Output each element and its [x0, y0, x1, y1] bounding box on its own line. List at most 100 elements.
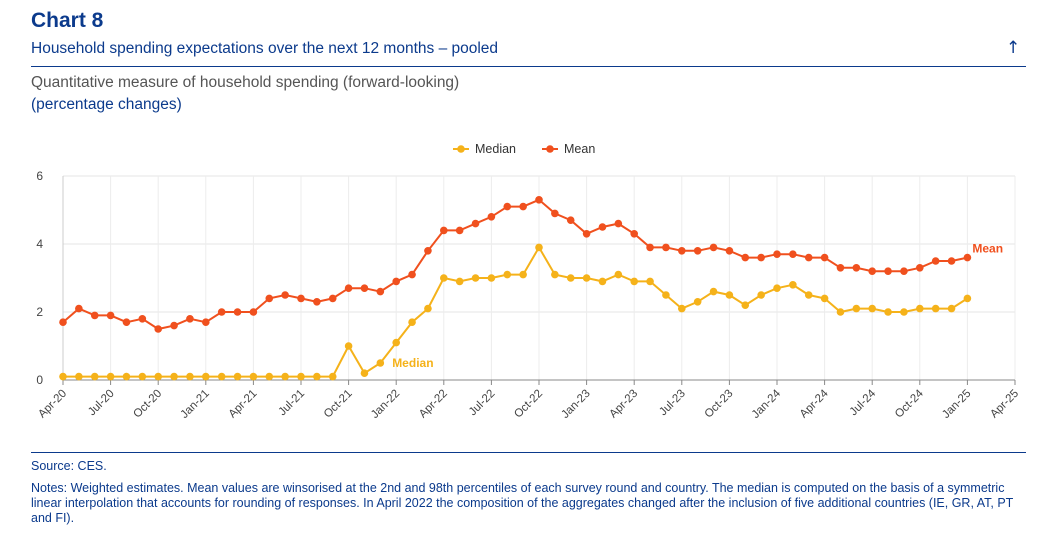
y-tick-label: 2	[36, 305, 43, 319]
data-point-mean	[566, 216, 575, 224]
data-point-mean	[138, 315, 147, 323]
data-point-median	[725, 291, 734, 299]
data-point-median	[963, 294, 972, 303]
x-tick-label: Apr-20	[36, 388, 69, 421]
data-point-median	[836, 308, 845, 316]
x-tick-label: Jul-21	[276, 388, 307, 419]
data-point-mean	[551, 209, 559, 218]
data-point-median	[424, 304, 432, 313]
data-point-mean	[471, 219, 480, 228]
x-tick-label: Oct-23	[703, 388, 736, 421]
data-point-mean	[900, 267, 908, 275]
data-point-mean	[297, 294, 305, 303]
data-point-median	[170, 372, 178, 381]
data-point-mean	[408, 270, 416, 279]
data-point-mean	[217, 308, 226, 316]
data-point-median	[693, 298, 702, 306]
title-divider	[31, 66, 1026, 67]
x-tick-label: Jan-22	[369, 388, 402, 421]
legend-label-median: Median	[475, 142, 516, 156]
data-point-median	[154, 372, 162, 381]
data-point-median	[440, 274, 448, 282]
data-point-median	[931, 304, 940, 313]
data-point-mean	[328, 294, 337, 303]
data-point-median	[408, 318, 416, 326]
notes-text: Notes: Weighted estimates. Mean values a…	[31, 481, 1014, 525]
source-note: Source: CES.	[31, 459, 107, 473]
data-point-mean	[630, 230, 638, 238]
data-point-median	[297, 372, 305, 381]
footer-divider	[31, 452, 1026, 453]
data-point-median	[392, 338, 401, 347]
data-point-mean	[455, 226, 464, 235]
data-point-median	[106, 372, 115, 381]
data-point-median	[90, 372, 99, 381]
data-point-median	[551, 270, 559, 279]
data-point-median	[947, 304, 956, 313]
data-point-mean	[757, 253, 765, 262]
data-point-mean	[265, 294, 274, 303]
data-point-median	[59, 372, 67, 381]
data-point-median	[662, 291, 670, 299]
data-point-mean	[186, 315, 194, 323]
data-point-median	[916, 304, 924, 313]
data-point-mean	[313, 298, 321, 306]
data-point-mean	[931, 257, 940, 265]
data-point-mean	[916, 264, 924, 272]
data-point-mean	[233, 308, 242, 316]
data-point-median	[122, 372, 131, 381]
data-point-median	[535, 243, 543, 252]
data-point-median	[852, 304, 861, 313]
data-point-median	[614, 270, 623, 279]
data-point-mean	[170, 321, 178, 330]
data-point-median	[202, 372, 210, 381]
data-point-median	[376, 359, 385, 367]
data-point-mean	[106, 311, 115, 320]
y-tick-label: 6	[36, 169, 43, 183]
data-point-mean	[646, 243, 654, 252]
data-point-mean	[741, 253, 750, 262]
x-tick-label: Oct-24	[893, 387, 926, 420]
arrow-up-icon[interactable]: ↑	[1006, 38, 1021, 58]
data-point-mean	[852, 264, 861, 272]
data-point-median	[455, 277, 464, 286]
legend-marker-mean	[546, 145, 554, 153]
data-point-median	[328, 372, 337, 381]
data-point-median	[757, 291, 765, 299]
chart-title: Household spending expectations over the…	[31, 40, 499, 57]
data-point-median	[820, 294, 829, 303]
data-point-mean	[709, 243, 718, 252]
data-point-mean	[804, 253, 813, 262]
data-point-mean	[725, 247, 734, 255]
data-point-median	[900, 308, 908, 316]
data-point-mean	[90, 311, 99, 320]
data-point-mean	[662, 243, 670, 252]
x-tick-label: Jan-24	[750, 387, 784, 421]
x-tick-label: Jul-22	[467, 388, 498, 419]
x-tick-label: Apr-24	[798, 387, 831, 420]
data-point-median	[741, 301, 750, 309]
x-tick-label: Jan-21	[179, 388, 212, 421]
data-point-mean	[202, 318, 210, 326]
x-tick-label: Oct-22	[512, 388, 545, 421]
y-tick-label: 0	[36, 373, 43, 387]
data-point-median	[582, 274, 591, 282]
chart-number: Chart 8	[31, 9, 104, 32]
series-line-median	[63, 245, 968, 378]
data-point-mean	[249, 308, 258, 316]
data-point-median	[804, 291, 813, 299]
data-point-mean	[392, 277, 401, 286]
data-point-median	[471, 274, 480, 282]
data-point-mean	[582, 230, 591, 238]
data-point-median	[249, 372, 258, 381]
data-point-mean	[344, 284, 353, 292]
x-tick-label: Apr-22	[417, 388, 450, 421]
x-tick-label: Jul-23	[657, 388, 688, 419]
data-point-median	[503, 270, 512, 279]
median-series-label: Median	[392, 356, 433, 370]
data-point-mean	[75, 304, 83, 313]
data-point-median	[566, 274, 575, 282]
data-point-median	[313, 372, 321, 381]
data-point-median	[233, 372, 242, 381]
data-point-mean	[440, 226, 448, 235]
